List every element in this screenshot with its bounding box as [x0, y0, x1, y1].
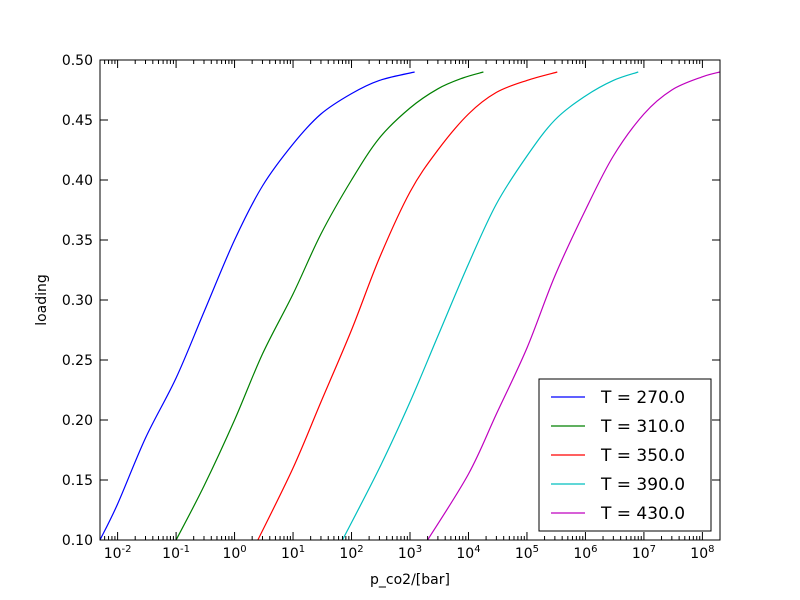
x-tick-label: 103 — [398, 544, 422, 562]
series-line-0 — [99, 71, 415, 541]
legend: T = 270.0 T = 310.0 T = 350.0 T = 390.0 T = … — [538, 378, 712, 532]
x-tick-base: 10 — [104, 546, 122, 562]
series-line-3 — [341, 71, 639, 541]
x-tick-base: 10 — [339, 546, 357, 562]
legend-label: T = 390.0 — [600, 475, 685, 495]
x-tick-base: 10 — [162, 546, 180, 562]
x-tick-exponent: 0 — [240, 544, 246, 555]
y-tick-label: 0.50 — [62, 53, 93, 69]
x-tick-exponent: -2 — [122, 544, 132, 555]
x-tick-base: 10 — [456, 546, 474, 562]
y-tick-label: 0.40 — [62, 173, 93, 189]
legend-label: T = 430.0 — [600, 504, 685, 524]
x-tick-label: 101 — [281, 544, 305, 562]
x-tick-exponent: 7 — [650, 544, 656, 555]
legend-label: T = 350.0 — [600, 446, 685, 466]
y-tick-label: 0.25 — [62, 353, 93, 369]
x-tick-label: 107 — [632, 544, 656, 562]
x-tick-exponent: 1 — [299, 544, 305, 555]
series-line-4 — [427, 71, 721, 541]
x-tick-exponent: 2 — [357, 544, 363, 555]
y-axis-label: loading — [34, 274, 50, 326]
x-tick-label: 100 — [222, 544, 246, 562]
x-axis-ticks: 10-2 10-1 100 101 102 103 104 105 106 107 108 — [99, 60, 721, 562]
series-line-2 — [257, 71, 558, 541]
x-tick-base: 10 — [281, 546, 299, 562]
x-tick-exponent: 4 — [474, 544, 480, 555]
x-tick-base: 10 — [632, 546, 650, 562]
x-tick-label: 106 — [573, 544, 597, 562]
x-tick-exponent: -1 — [180, 544, 190, 555]
y-tick-label: 0.10 — [62, 533, 93, 549]
x-tick-label: 105 — [515, 544, 539, 562]
x-tick-label: 102 — [339, 544, 363, 562]
x-tick-exponent: 5 — [533, 544, 539, 555]
x-tick-exponent: 8 — [708, 544, 714, 555]
x-tick-base: 10 — [573, 546, 591, 562]
x-tick-exponent: 3 — [416, 544, 422, 555]
y-tick-label: 0.35 — [62, 233, 93, 249]
legend-label: T = 270.0 — [600, 388, 685, 408]
x-tick-label: 104 — [456, 544, 480, 562]
y-axis-ticks: 0.10 0.15 0.20 0.25 0.30 0.35 0.40 0.45 0.50 — [62, 53, 720, 549]
x-tick-base: 10 — [222, 546, 240, 562]
legend-label: T = 310.0 — [600, 417, 685, 437]
y-tick-label: 0.20 — [62, 413, 93, 429]
y-tick-label: 0.45 — [62, 113, 93, 129]
x-axis-label: p_co2/[bar] — [370, 572, 450, 588]
y-tick-label: 0.30 — [62, 293, 93, 309]
plot-curves — [99, 71, 721, 541]
x-tick-label: 108 — [690, 544, 714, 562]
y-tick-label: 0.15 — [62, 473, 93, 489]
x-tick-label: 10-1 — [162, 544, 190, 562]
series-line-1 — [175, 71, 484, 541]
x-tick-base: 10 — [690, 546, 708, 562]
x-tick-exponent: 6 — [591, 544, 597, 555]
x-tick-base: 10 — [398, 546, 416, 562]
x-tick-label: 10-2 — [104, 544, 132, 562]
x-tick-base: 10 — [515, 546, 533, 562]
